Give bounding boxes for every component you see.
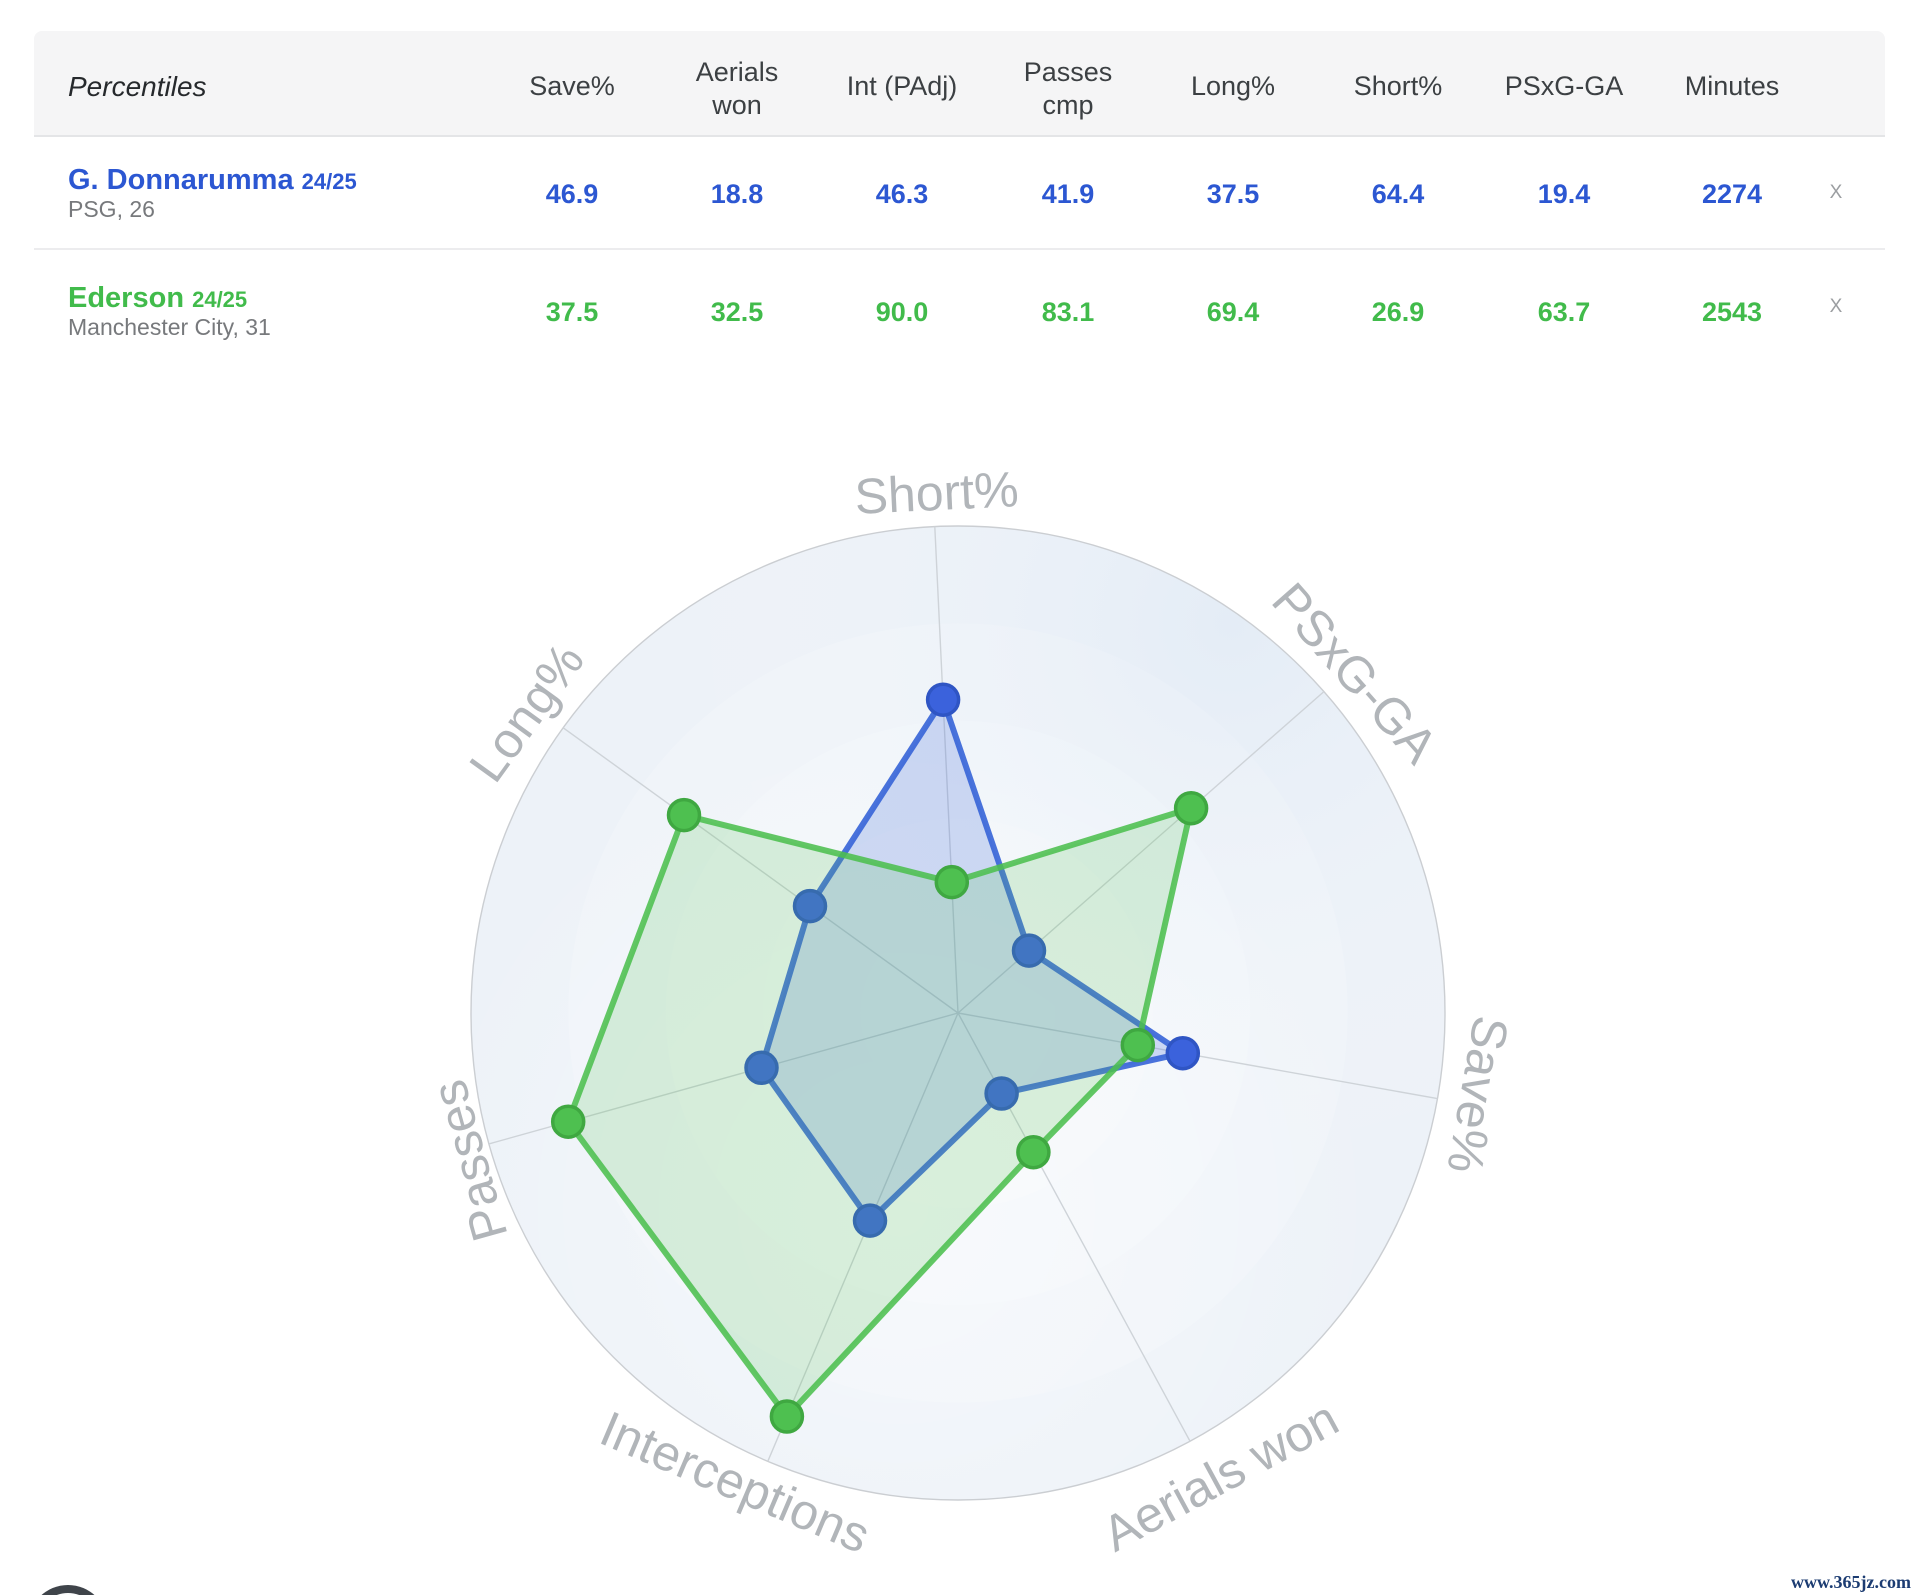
svg-text:Save%: Save%: [1436, 1012, 1519, 1178]
svg-text:Short%: Short%: [853, 461, 1019, 525]
